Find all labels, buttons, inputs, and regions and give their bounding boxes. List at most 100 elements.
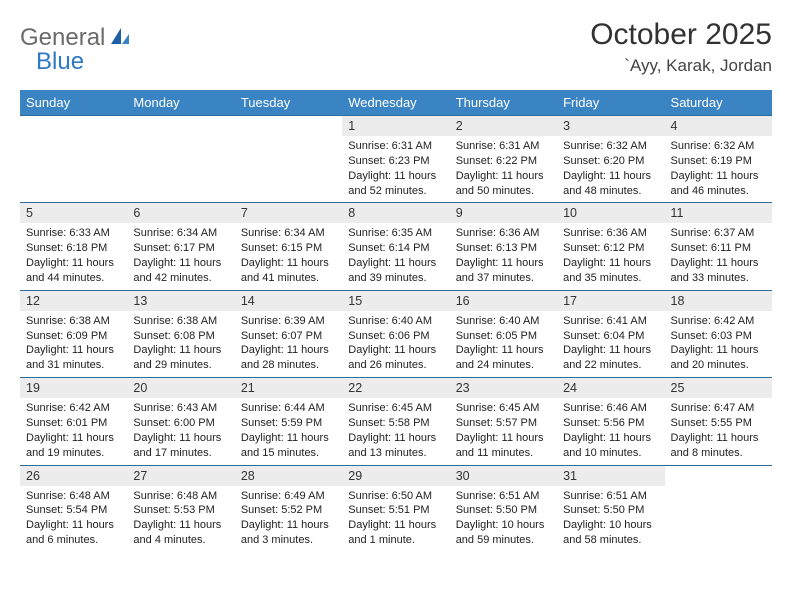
day-cell: 2Sunrise: 6:31 AMSunset: 6:22 PMDaylight… [450, 116, 557, 203]
sunrise-text: Sunrise: 6:38 AM [133, 314, 228, 329]
day-cell: 8Sunrise: 6:35 AMSunset: 6:14 PMDaylight… [342, 203, 449, 290]
header: General October 2025 `Ayy, Karak, Jordan [20, 18, 772, 76]
day-details: Sunrise: 6:32 AMSunset: 6:20 PMDaylight:… [557, 136, 664, 202]
sunrise-text: Sunrise: 6:45 AM [348, 401, 443, 416]
day-cell: 1Sunrise: 6:31 AMSunset: 6:23 PMDaylight… [342, 116, 449, 203]
day-number: 22 [342, 378, 449, 398]
weekday-wednesday: Wednesday [342, 90, 449, 116]
day-details: Sunrise: 6:46 AMSunset: 5:56 PMDaylight:… [557, 398, 664, 464]
day-details: Sunrise: 6:40 AMSunset: 6:06 PMDaylight:… [342, 311, 449, 377]
day-cell: 24Sunrise: 6:46 AMSunset: 5:56 PMDayligh… [557, 378, 664, 465]
sunrise-text: Sunrise: 6:48 AM [133, 489, 228, 504]
sunset-text: Sunset: 6:01 PM [26, 416, 121, 431]
day-details: Sunrise: 6:35 AMSunset: 6:14 PMDaylight:… [342, 223, 449, 289]
calendar-head: SundayMondayTuesdayWednesdayThursdayFrid… [20, 90, 772, 116]
daylight-text: Daylight: 11 hours and 20 minutes. [671, 343, 766, 373]
day-number: 1 [342, 116, 449, 136]
daylight-text: Daylight: 11 hours and 28 minutes. [241, 343, 336, 373]
sunset-text: Sunset: 5:53 PM [133, 503, 228, 518]
sunset-text: Sunset: 6:15 PM [241, 241, 336, 256]
daylight-text: Daylight: 11 hours and 6 minutes. [26, 518, 121, 548]
day-details: Sunrise: 6:51 AMSunset: 5:50 PMDaylight:… [450, 486, 557, 552]
weekday-friday: Friday [557, 90, 664, 116]
day-number: 6 [127, 203, 234, 223]
day-details: Sunrise: 6:45 AMSunset: 5:57 PMDaylight:… [450, 398, 557, 464]
day-details: Sunrise: 6:48 AMSunset: 5:54 PMDaylight:… [20, 486, 127, 552]
sunrise-text: Sunrise: 6:43 AM [133, 401, 228, 416]
sail-icon [109, 26, 131, 51]
brand-word2: Blue [36, 48, 84, 75]
daylight-text: Daylight: 11 hours and 37 minutes. [456, 256, 551, 286]
day-number: 2 [450, 116, 557, 136]
weekday-sunday: Sunday [20, 90, 127, 116]
sunrise-text: Sunrise: 6:33 AM [26, 226, 121, 241]
day-number: 7 [235, 203, 342, 223]
daylight-text: Daylight: 11 hours and 13 minutes. [348, 431, 443, 461]
sunrise-text: Sunrise: 6:32 AM [563, 139, 658, 154]
day-number [665, 466, 772, 472]
daylight-text: Daylight: 11 hours and 46 minutes. [671, 169, 766, 199]
sunset-text: Sunset: 6:23 PM [348, 154, 443, 169]
daylight-text: Daylight: 11 hours and 4 minutes. [133, 518, 228, 548]
sunset-text: Sunset: 5:54 PM [26, 503, 121, 518]
day-details: Sunrise: 6:49 AMSunset: 5:52 PMDaylight:… [235, 486, 342, 552]
day-details: Sunrise: 6:38 AMSunset: 6:08 PMDaylight:… [127, 311, 234, 377]
sunset-text: Sunset: 5:59 PM [241, 416, 336, 431]
daylight-text: Daylight: 11 hours and 31 minutes. [26, 343, 121, 373]
sunset-text: Sunset: 6:00 PM [133, 416, 228, 431]
sunrise-text: Sunrise: 6:38 AM [26, 314, 121, 329]
day-details: Sunrise: 6:43 AMSunset: 6:00 PMDaylight:… [127, 398, 234, 464]
day-cell: 9Sunrise: 6:36 AMSunset: 6:13 PMDaylight… [450, 203, 557, 290]
day-cell: 15Sunrise: 6:40 AMSunset: 6:06 PMDayligh… [342, 290, 449, 377]
day-number [20, 116, 127, 122]
daylight-text: Daylight: 11 hours and 50 minutes. [456, 169, 551, 199]
sunrise-text: Sunrise: 6:31 AM [348, 139, 443, 154]
day-cell: 5Sunrise: 6:33 AMSunset: 6:18 PMDaylight… [20, 203, 127, 290]
sunrise-text: Sunrise: 6:36 AM [563, 226, 658, 241]
day-details: Sunrise: 6:47 AMSunset: 5:55 PMDaylight:… [665, 398, 772, 464]
sunset-text: Sunset: 6:03 PM [671, 329, 766, 344]
sunrise-text: Sunrise: 6:47 AM [671, 401, 766, 416]
day-number: 30 [450, 466, 557, 486]
sunset-text: Sunset: 6:18 PM [26, 241, 121, 256]
day-cell: 7Sunrise: 6:34 AMSunset: 6:15 PMDaylight… [235, 203, 342, 290]
sunset-text: Sunset: 6:05 PM [456, 329, 551, 344]
daylight-text: Daylight: 11 hours and 8 minutes. [671, 431, 766, 461]
sunrise-text: Sunrise: 6:51 AM [456, 489, 551, 504]
day-number: 3 [557, 116, 664, 136]
day-details: Sunrise: 6:37 AMSunset: 6:11 PMDaylight:… [665, 223, 772, 289]
day-number: 15 [342, 291, 449, 311]
sunrise-text: Sunrise: 6:37 AM [671, 226, 766, 241]
daylight-text: Daylight: 11 hours and 10 minutes. [563, 431, 658, 461]
day-details: Sunrise: 6:42 AMSunset: 6:03 PMDaylight:… [665, 311, 772, 377]
sunrise-text: Sunrise: 6:40 AM [348, 314, 443, 329]
day-number: 28 [235, 466, 342, 486]
sunrise-text: Sunrise: 6:32 AM [671, 139, 766, 154]
sunset-text: Sunset: 6:06 PM [348, 329, 443, 344]
daylight-text: Daylight: 11 hours and 19 minutes. [26, 431, 121, 461]
brand-logo: General [20, 18, 133, 52]
sunset-text: Sunset: 6:20 PM [563, 154, 658, 169]
day-details: Sunrise: 6:51 AMSunset: 5:50 PMDaylight:… [557, 486, 664, 552]
day-number: 12 [20, 291, 127, 311]
daylight-text: Daylight: 11 hours and 29 minutes. [133, 343, 228, 373]
weekday-row: SundayMondayTuesdayWednesdayThursdayFrid… [20, 90, 772, 116]
day-details: Sunrise: 6:40 AMSunset: 6:05 PMDaylight:… [450, 311, 557, 377]
day-cell [235, 116, 342, 203]
weekday-tuesday: Tuesday [235, 90, 342, 116]
day-number: 11 [665, 203, 772, 223]
daylight-text: Daylight: 11 hours and 3 minutes. [241, 518, 336, 548]
day-number: 27 [127, 466, 234, 486]
sunrise-text: Sunrise: 6:39 AM [241, 314, 336, 329]
day-number: 17 [557, 291, 664, 311]
sunrise-text: Sunrise: 6:36 AM [456, 226, 551, 241]
day-number: 29 [342, 466, 449, 486]
day-number: 31 [557, 466, 664, 486]
sunset-text: Sunset: 5:52 PM [241, 503, 336, 518]
day-details: Sunrise: 6:33 AMSunset: 6:18 PMDaylight:… [20, 223, 127, 289]
day-details: Sunrise: 6:31 AMSunset: 6:22 PMDaylight:… [450, 136, 557, 202]
day-cell [20, 116, 127, 203]
daylight-text: Daylight: 11 hours and 24 minutes. [456, 343, 551, 373]
day-cell: 11Sunrise: 6:37 AMSunset: 6:11 PMDayligh… [665, 203, 772, 290]
sunrise-text: Sunrise: 6:42 AM [671, 314, 766, 329]
